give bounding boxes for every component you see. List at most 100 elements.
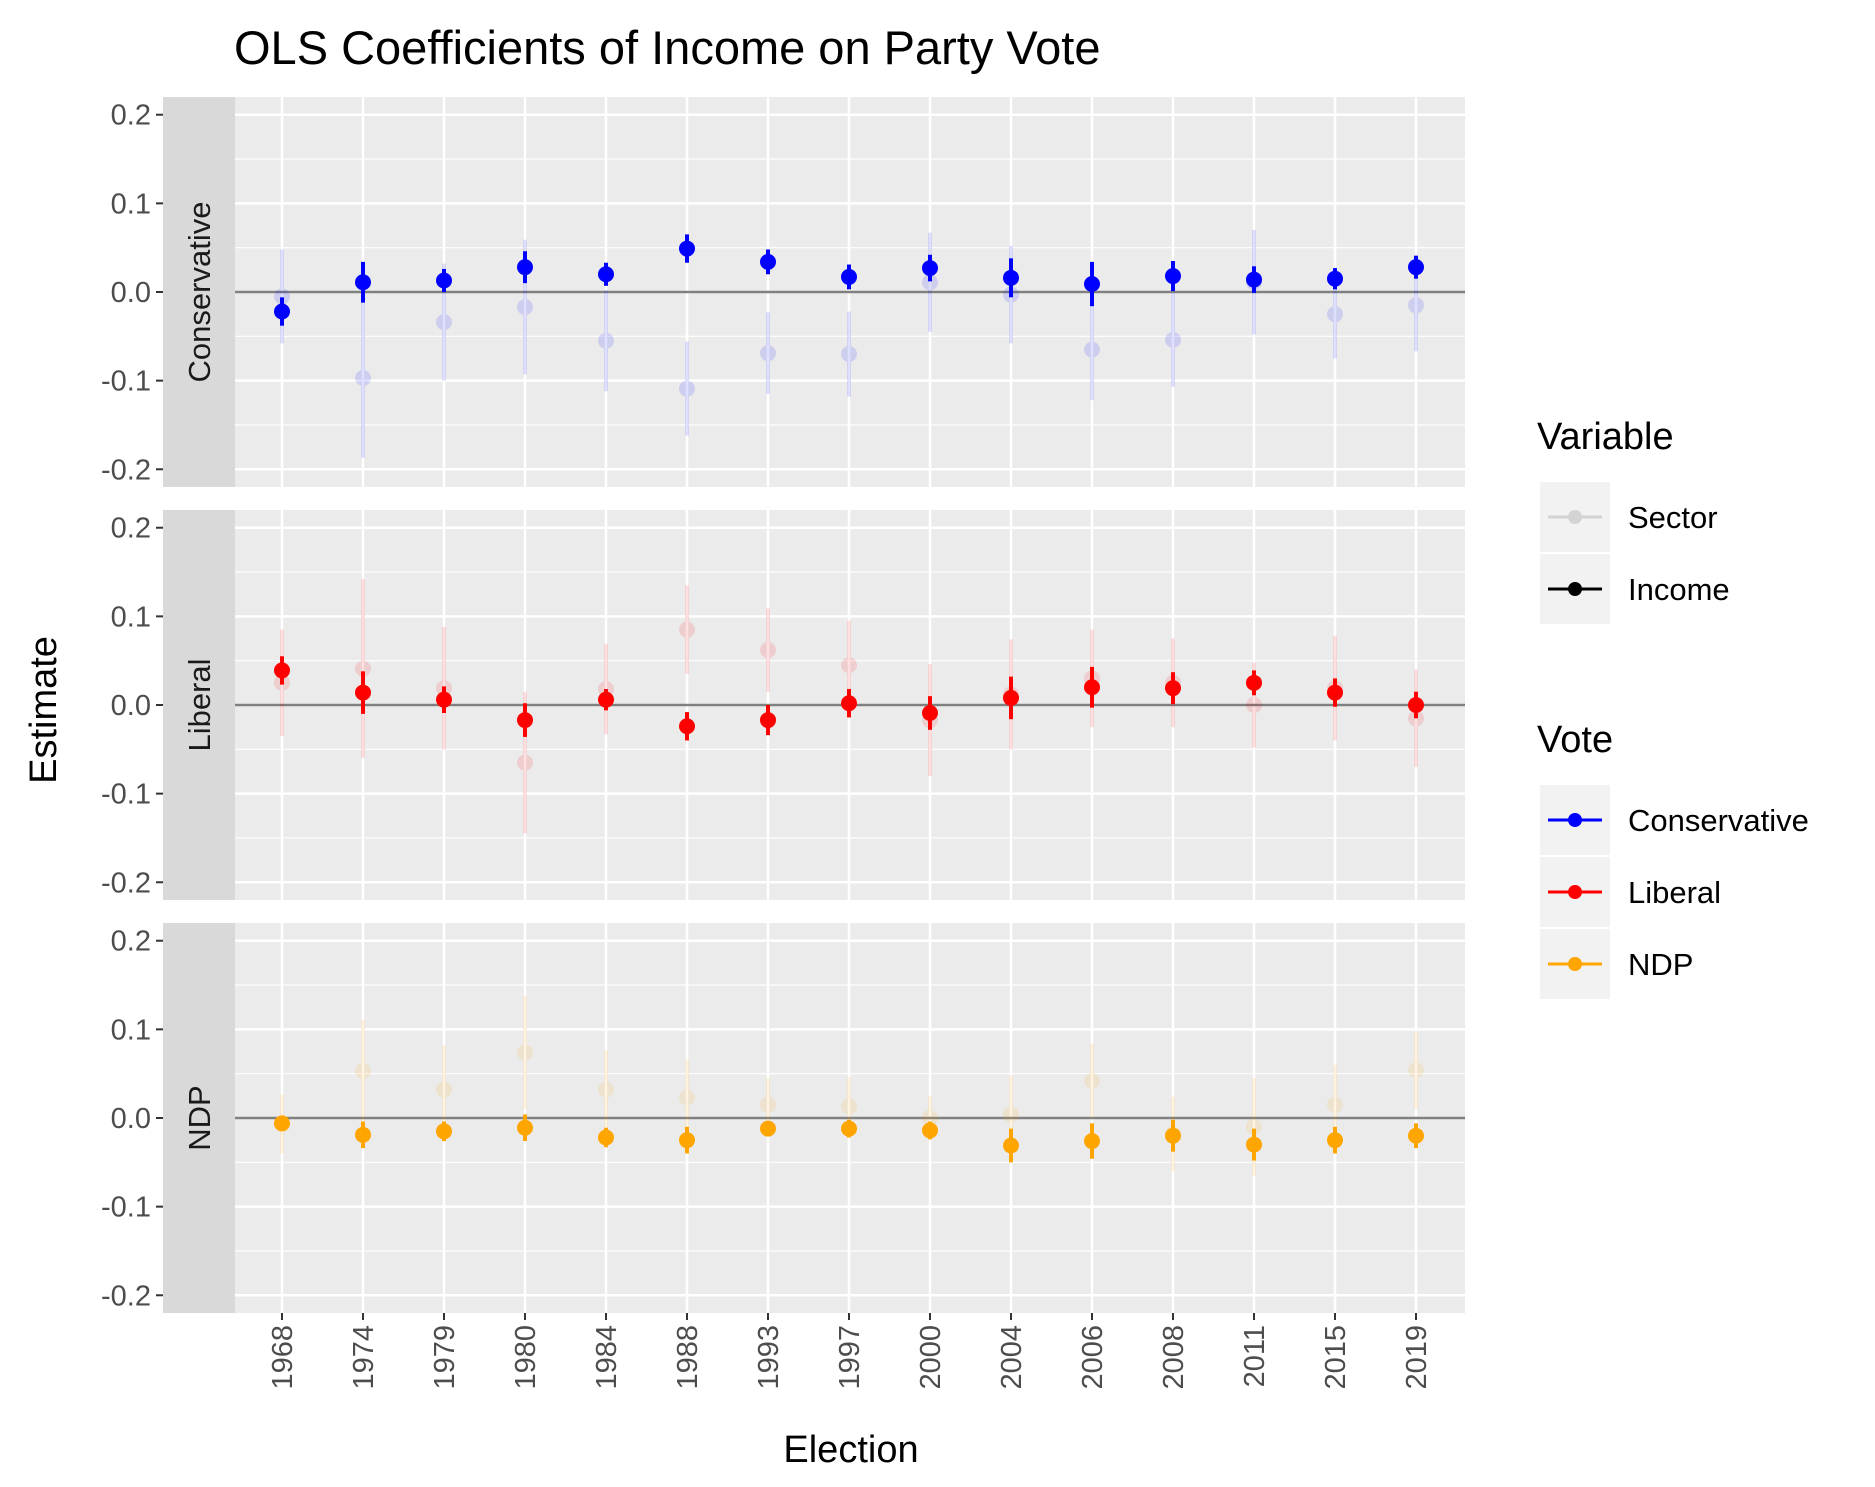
legend-key-background [1540, 482, 1610, 552]
legends: Variable Sector Income Vote Conservative Libe… [1537, 416, 1809, 999]
data-point [679, 1089, 695, 1106]
facet-strip-label: Conservative [182, 202, 217, 383]
data-point [679, 380, 695, 397]
legend-entry-liberal: Liberal [1540, 857, 1721, 927]
legend-label: Conservative [1628, 803, 1809, 838]
facet-panels: -0.2 -0.1 0.0 0.1 0.2 Conservative -0.2 -0.1 0.0… [101, 97, 1465, 1313]
legend-entry-conservative: Conservative [1540, 785, 1809, 855]
data-point [1327, 270, 1343, 287]
data-point [760, 1120, 776, 1137]
data-point [922, 274, 938, 291]
y-tick-label: -0.1 [101, 1192, 151, 1224]
data-point [1246, 1118, 1262, 1135]
panel-ndp: -0.2 -0.1 0.0 0.1 0.2 NDP [101, 923, 1465, 1313]
y-tick-label: 0.0 [111, 690, 151, 722]
y-tick-label: -0.1 [101, 366, 151, 398]
x-tick-label: 1968 [267, 1325, 299, 1390]
data-point [841, 346, 857, 363]
x-tick-label: 1988 [672, 1325, 704, 1390]
data-point [922, 260, 938, 277]
x-axis-label: Election [783, 1429, 918, 1471]
data-point [355, 684, 371, 701]
data-point [1003, 1137, 1019, 1154]
x-tick-label: 1984 [591, 1325, 623, 1390]
y-tick-label: 0.1 [111, 1014, 151, 1046]
series-income [274, 234, 1424, 326]
data-point [274, 662, 290, 679]
legend-vote: Vote Conservative Liberal NDP [1537, 719, 1809, 999]
data-point [436, 1123, 452, 1140]
data-point [436, 691, 452, 708]
data-point [1408, 697, 1424, 713]
panel-liberal: -0.2 -0.1 0.0 0.1 0.2 Liberal [101, 510, 1465, 900]
x-tick-label: 2008 [1158, 1325, 1190, 1390]
data-point [760, 712, 776, 729]
data-point [922, 704, 938, 721]
data-point [274, 1115, 290, 1132]
y-tick-label: -0.2 [101, 867, 151, 899]
facet-strip-label: Liberal [182, 658, 217, 751]
x-tick-label: 1993 [753, 1325, 785, 1390]
legend-entry-ndp: NDP [1540, 929, 1693, 999]
data-point [355, 369, 371, 386]
data-point [1165, 680, 1181, 697]
data-point [1246, 697, 1262, 713]
y-tick-label: 0.0 [111, 277, 151, 309]
legend-key-point [1568, 582, 1582, 596]
data-point [1084, 341, 1100, 358]
data-point [517, 754, 533, 771]
y-tick-label: -0.2 [101, 454, 151, 486]
data-point [1165, 268, 1181, 285]
data-point [1003, 269, 1019, 286]
data-point [1165, 1127, 1181, 1144]
data-point [841, 657, 857, 674]
legend-key [1548, 510, 1602, 524]
legend-label: Sector [1628, 500, 1718, 535]
legend-key-point [1568, 510, 1582, 524]
y-axis-label: Estimate [23, 636, 65, 784]
data-point [1327, 1096, 1343, 1113]
data-point [598, 1129, 614, 1146]
data-point [1246, 674, 1262, 691]
data-point [1084, 679, 1100, 696]
facet-strip [163, 97, 235, 487]
data-point [760, 253, 776, 270]
legend-title: Vote [1537, 719, 1613, 761]
data-point [760, 345, 776, 362]
panel-conservative: -0.2 -0.1 0.0 0.1 0.2 Conservative [101, 97, 1465, 487]
legend-key [1548, 957, 1602, 971]
data-point [517, 299, 533, 316]
y-tick-label: -0.1 [101, 779, 151, 811]
legend-label: Income [1628, 572, 1730, 607]
data-point [841, 1120, 857, 1137]
data-point [1408, 1062, 1424, 1079]
legend-key-point [1568, 957, 1582, 971]
data-point [841, 268, 857, 285]
data-point [1408, 1127, 1424, 1144]
data-point [1084, 1133, 1100, 1150]
data-point [841, 1098, 857, 1115]
x-axis-ticks: 1968 1974 1979 1980 1984 1988 1993 1997 2000 2004… [267, 1313, 1433, 1390]
x-tick-label: 2015 [1320, 1325, 1352, 1390]
data-point [679, 621, 695, 638]
data-point [1408, 259, 1424, 276]
data-point [598, 691, 614, 708]
data-point [1003, 1106, 1019, 1123]
legend-title: Variable [1537, 416, 1674, 458]
x-tick-label: 2011 [1239, 1325, 1271, 1387]
series-income [274, 1114, 1424, 1163]
x-tick-label: 2019 [1401, 1325, 1433, 1390]
data-point [1327, 306, 1343, 323]
data-point [517, 259, 533, 276]
x-tick-label: 1997 [834, 1325, 866, 1390]
data-point [922, 1122, 938, 1139]
x-tick-label: 1979 [429, 1325, 461, 1390]
facet-strip [163, 510, 235, 900]
data-point [1165, 331, 1181, 348]
y-tick-label: -0.2 [101, 1280, 151, 1312]
legend-variable: Variable Sector Income [1537, 416, 1730, 624]
data-point [598, 1081, 614, 1098]
data-point [679, 1132, 695, 1149]
legend-label: Liberal [1628, 875, 1721, 910]
